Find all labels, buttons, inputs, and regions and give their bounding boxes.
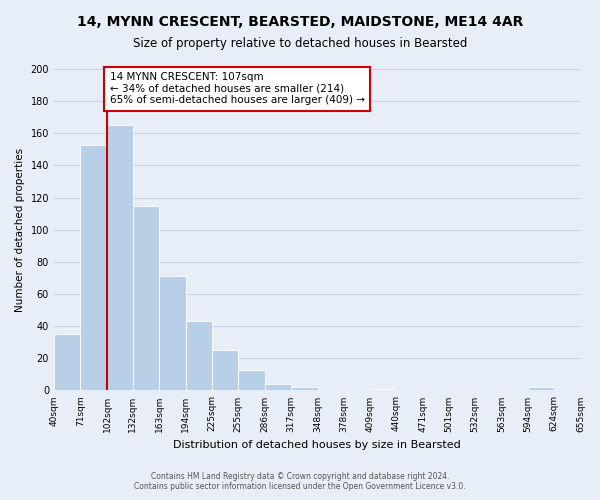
Bar: [528, 387, 554, 390]
Bar: [212, 350, 238, 391]
Bar: [54, 334, 80, 390]
Text: 14 MYNN CRESCENT: 107sqm
← 34% of detached houses are smaller (214)
65% of semi-: 14 MYNN CRESCENT: 107sqm ← 34% of detach…: [110, 72, 365, 106]
Bar: [133, 206, 159, 390]
Bar: [107, 126, 133, 390]
Text: 14, MYNN CRESCENT, BEARSTED, MAIDSTONE, ME14 4AR: 14, MYNN CRESCENT, BEARSTED, MAIDSTONE, …: [77, 15, 523, 29]
Text: Contains HM Land Registry data © Crown copyright and database right 2024.
Contai: Contains HM Land Registry data © Crown c…: [134, 472, 466, 491]
X-axis label: Distribution of detached houses by size in Bearsted: Distribution of detached houses by size …: [173, 440, 461, 450]
Bar: [291, 387, 317, 390]
Bar: [186, 322, 212, 390]
Bar: [80, 144, 107, 390]
Y-axis label: Number of detached properties: Number of detached properties: [15, 148, 25, 312]
Bar: [159, 276, 186, 390]
Bar: [238, 370, 265, 390]
Bar: [265, 384, 291, 390]
Bar: [370, 389, 397, 390]
Text: Size of property relative to detached houses in Bearsted: Size of property relative to detached ho…: [133, 38, 467, 51]
